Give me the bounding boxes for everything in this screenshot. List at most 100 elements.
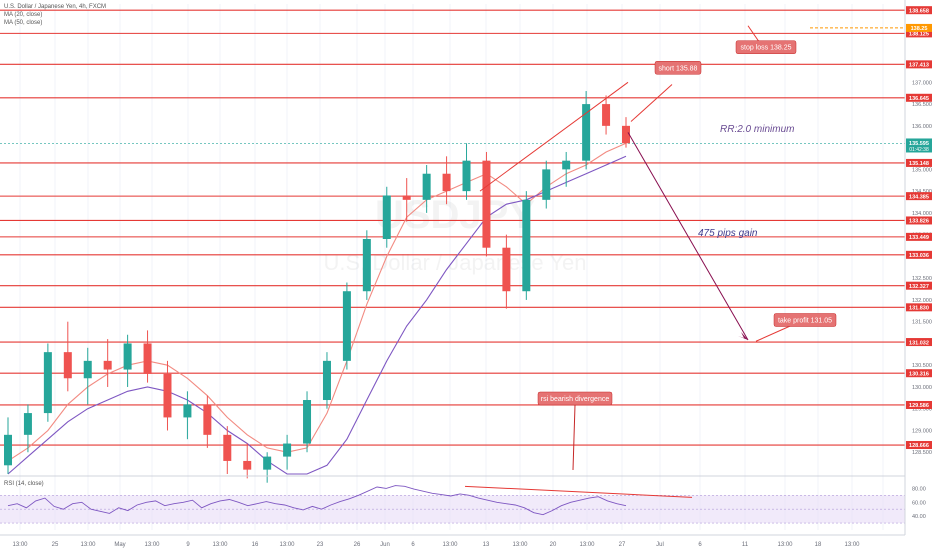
level-tag-label: 138.658 — [909, 8, 929, 14]
countdown-label: 01:42:38 — [909, 147, 929, 153]
time-axis-label: 13:00 — [212, 542, 228, 548]
stop-loss-tag — [906, 23, 932, 32]
level-tag-label: 129.586 — [909, 403, 929, 409]
short-pointer — [630, 84, 673, 122]
time-axis-label: 13:00 — [512, 542, 528, 548]
level-tag — [906, 192, 932, 201]
gain-text: 475 pips gain — [698, 228, 758, 239]
candle-body — [622, 125, 630, 144]
time-axis: 13:00 25 13:00 May 13:00 9 13:00 16 13:00 23 26 Jun… — [0, 534, 905, 548]
price-axis-label: 128.500 — [912, 450, 932, 456]
price-axis-label: 134.000 — [912, 211, 932, 217]
candle-body — [63, 352, 72, 379]
candle-body — [602, 104, 611, 126]
ma20-legend: MA (20, close) — [4, 12, 43, 18]
level-tag — [906, 441, 932, 450]
candle-body — [263, 456, 272, 470]
candle-body — [83, 360, 92, 379]
level-tag — [906, 216, 932, 225]
rsi-divergence-line — [464, 485, 693, 498]
level-tag — [906, 158, 932, 167]
annotation-take_profit: take profit 131.05 — [778, 318, 832, 325]
projection-arrow — [627, 132, 749, 341]
candle-body — [342, 291, 351, 361]
level-tag — [906, 400, 932, 409]
candle-body — [123, 343, 132, 370]
candle-body — [143, 343, 152, 374]
candle-body — [362, 239, 371, 292]
time-axis-label: 27 — [619, 542, 626, 548]
time-axis-label: 13:00 — [279, 542, 295, 548]
candle-body — [4, 434, 12, 466]
time-axis-label: 9 — [186, 542, 190, 548]
level-tag — [906, 338, 932, 347]
rsi-axis-label: 80.00 — [912, 486, 926, 492]
stop-loss-tag-label: 138.25 — [911, 26, 928, 32]
ma50-legend: MA (50, close) — [4, 20, 43, 26]
time-axis-label: 6 — [411, 542, 415, 548]
rsi-pane: RSI (14, close) — [0, 475, 905, 524]
price-axis-label: 129.500 — [912, 407, 932, 413]
candle-body — [562, 160, 571, 170]
time-axis-label: 26 — [354, 542, 361, 548]
price-axis-label: 129.000 — [912, 428, 932, 434]
candle-body — [163, 373, 172, 418]
price-axis-label: 135.000 — [912, 167, 932, 173]
watermark-symbol: USDJPY — [375, 193, 535, 237]
level-tag — [906, 369, 932, 378]
time-axis-label: May — [114, 542, 125, 548]
level-tag — [906, 250, 932, 259]
time-axis-label: 13:00 — [777, 542, 793, 548]
price-axis-label: 130.000 — [912, 385, 932, 391]
rsi-line — [7, 485, 627, 516]
level-tag-label: 138.125 — [909, 32, 929, 38]
time-axis-label: 13 — [483, 542, 490, 548]
annotation-short: short 135.88 — [659, 65, 698, 72]
price-axis: 137.000 136.500 136.000 135.000 134.500 134.0… — [904, 0, 932, 550]
level-tag — [906, 232, 932, 241]
level-tag-label: 137.413 — [909, 63, 929, 69]
level-tag-label: 133.449 — [909, 235, 929, 241]
projection-arrowhead — [738, 331, 748, 340]
price-axis-label: 131.500 — [912, 320, 932, 326]
rsi-title: RSI (14, close) — [4, 481, 44, 487]
level-tag-label: 131.032 — [909, 340, 929, 346]
level-tag — [906, 6, 932, 15]
level-tag-label: 134.385 — [909, 194, 929, 200]
rsi-divergence-pointer — [572, 404, 576, 471]
rsi-axis-label: 60.00 — [912, 500, 926, 506]
candle-body — [243, 460, 252, 470]
candle-body — [322, 360, 331, 401]
price-axis-label: 136.000 — [912, 124, 932, 130]
candle-body — [43, 352, 52, 414]
time-axis-label: 13:00 — [12, 542, 28, 548]
level-tag-label: 130.316 — [909, 371, 929, 377]
rr-text: RR:2.0 minimum — [720, 124, 794, 135]
time-axis-label: 13:00 — [144, 542, 160, 548]
price-axis-label: 136.500 — [912, 102, 932, 108]
candle-body — [482, 160, 491, 248]
level-tag-label: 131.830 — [909, 306, 929, 312]
candle-body — [303, 400, 312, 444]
time-axis-label: 13:00 — [844, 542, 860, 548]
level-tag-label: 136.645 — [909, 96, 929, 102]
time-axis-label: 6 — [698, 542, 702, 548]
candle-body — [203, 404, 212, 435]
level-tag — [906, 29, 932, 38]
time-axis-label: 18 — [815, 542, 822, 548]
current-price-tag — [906, 138, 932, 153]
horizontal-levels — [0, 9, 905, 446]
time-axis-label: Jul — [656, 542, 664, 548]
price-axis-label: 132.500 — [912, 276, 932, 282]
level-tag — [906, 60, 932, 69]
candle-body — [183, 404, 192, 418]
chart-legend: U.S. Dollar / Japanese Yen, 4h, FXCM MA … — [4, 3, 106, 27]
candle-body — [382, 195, 391, 239]
time-axis-label: 23 — [317, 542, 324, 548]
level-tag — [906, 93, 932, 102]
level-tag-label: 135.148 — [909, 161, 929, 167]
ma20-line — [7, 142, 627, 462]
symbol-title: U.S. Dollar / Japanese Yen, 4h, FXCM — [4, 4, 107, 10]
